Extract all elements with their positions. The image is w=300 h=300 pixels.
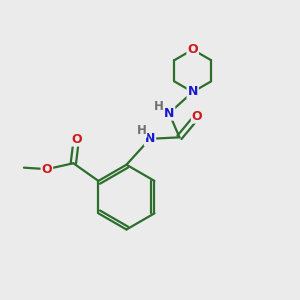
Text: O: O [188, 43, 198, 56]
Text: O: O [42, 163, 52, 176]
Text: O: O [71, 133, 82, 146]
Text: O: O [192, 110, 203, 123]
Text: H: H [137, 124, 147, 137]
Text: H: H [154, 100, 164, 113]
Text: N: N [145, 132, 155, 145]
Text: N: N [164, 107, 174, 120]
Text: N: N [188, 85, 198, 98]
